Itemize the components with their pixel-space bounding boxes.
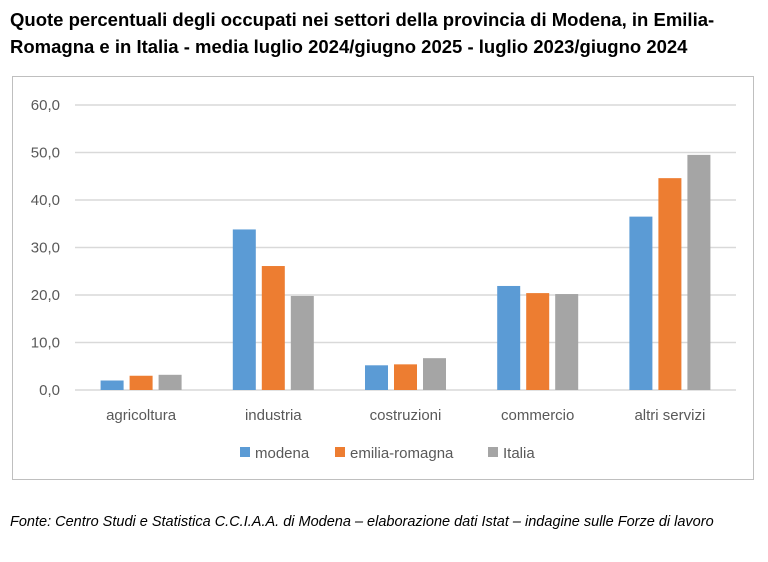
legend-swatch <box>240 447 250 457</box>
bar-emilia-romagna-altri-servizi <box>658 178 682 390</box>
x-tick-label: industria <box>245 407 302 424</box>
x-tick-label: agricoltura <box>106 407 177 424</box>
x-tick-label: altri servizi <box>634 407 705 424</box>
y-tick-label: 0,0 <box>39 382 60 399</box>
bar-modena-agricoltura <box>100 380 124 390</box>
bar-emilia-romagna-agricoltura <box>129 375 153 390</box>
legend-label: Italia <box>503 445 535 462</box>
legend-label: emilia-romagna <box>350 445 454 462</box>
legend-swatch <box>335 447 345 457</box>
x-tick-label: commercio <box>501 407 574 424</box>
bar-emilia-romagna-commercio <box>526 293 550 390</box>
y-tick-label: 60,0 <box>31 97 60 114</box>
legend-swatch <box>488 447 498 457</box>
bar-modena-altri-servizi <box>629 216 653 390</box>
bar-modena-costruzioni <box>365 365 388 390</box>
chart-frame <box>12 76 754 480</box>
y-tick-label: 10,0 <box>31 335 60 352</box>
chart-title: Quote percentuali degli occupati nei set… <box>10 9 715 57</box>
bar-italia-altri-servizi <box>687 154 711 390</box>
bar-italia-industria <box>290 295 314 390</box>
bar-modena-commercio <box>497 285 521 390</box>
y-tick-label: 40,0 <box>31 192 60 209</box>
bar-italia-agricoltura <box>158 374 182 390</box>
source-note: Fonte: Centro Studi e Statistica C.C.I.A… <box>10 514 714 530</box>
x-tick-label: costruzioni <box>370 407 442 424</box>
y-tick-label: 20,0 <box>31 287 60 304</box>
bar-italia-commercio <box>555 294 579 390</box>
bar-italia-costruzioni <box>423 358 446 390</box>
bar-modena-industria <box>232 229 256 390</box>
y-tick-label: 30,0 <box>31 240 60 257</box>
legend-label: modena <box>255 445 310 462</box>
bar-emilia-romagna-costruzioni <box>394 364 417 390</box>
y-tick-label: 50,0 <box>31 145 60 162</box>
bar-emilia-romagna-industria <box>261 266 285 390</box>
